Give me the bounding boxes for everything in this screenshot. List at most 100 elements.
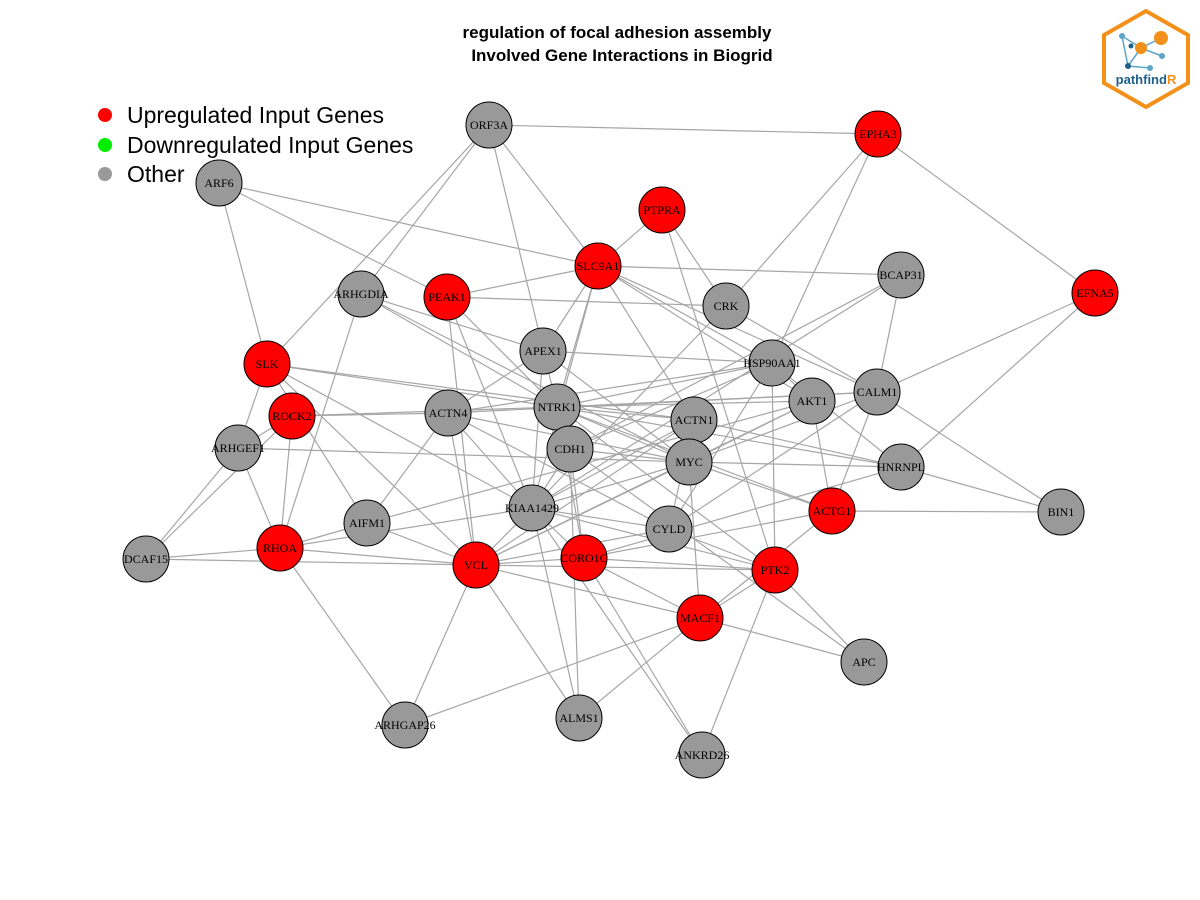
- edge-arhgdia-apex1: [360, 293, 544, 352]
- node-circle-apex1: [519, 327, 567, 375]
- legend-dot-other: [98, 167, 112, 181]
- edge-myc-vcl: [475, 461, 690, 566]
- node-label-cyld: CYLD: [653, 522, 686, 536]
- node-label-ntrk1: NTRK1: [538, 400, 577, 414]
- edge-coro1c-ptk2: [583, 557, 776, 571]
- node-circle-bin1: [1037, 488, 1085, 536]
- edge-epha3-crk: [725, 133, 879, 307]
- edge-ntrk1-ptk2: [556, 406, 776, 571]
- node-label-coro1c: CORO1C: [560, 551, 607, 565]
- node-label-aifm1: AIFM1: [349, 516, 385, 530]
- node-vcl: VCL: [452, 541, 500, 589]
- edge-ankrd26-kiaa1429: [531, 507, 703, 756]
- node-ptpra: PTPRA: [638, 186, 686, 234]
- node-circle-slk: [243, 340, 291, 388]
- node-circle-cdh1: [546, 425, 594, 473]
- node-label-actn4: ACTN4: [429, 406, 468, 420]
- node-label-ankrd26: ANKRD26: [675, 748, 730, 762]
- edge-apex1-kiaa1429: [531, 350, 544, 509]
- node-circle-bcap31: [877, 251, 925, 299]
- edge-slc9a1-calm1: [597, 265, 878, 393]
- edge-calm1-bin1: [876, 391, 1062, 513]
- node-circle-akt1: [788, 377, 836, 425]
- node-circle-hnrnpl: [877, 443, 925, 491]
- edge-hnrnpl-coro1c: [583, 466, 902, 559]
- node-circle-crk: [702, 282, 750, 330]
- node-circle-rock2: [268, 392, 316, 440]
- edge-slk-actn1: [266, 363, 695, 421]
- node-circle-arhgdia: [337, 270, 385, 318]
- node-circle-coro1c: [560, 534, 608, 582]
- node-macf1: MACF1: [676, 594, 724, 642]
- node-circle-slc9a1: [574, 242, 622, 290]
- node-label-rock2: ROCK2: [272, 409, 311, 423]
- node-circle-vcl: [452, 541, 500, 589]
- node-alms1: ALMS1: [555, 694, 603, 742]
- edge-peak1-kiaa1429: [446, 296, 533, 509]
- node-label-arhgdia: ARHGDIA: [333, 287, 389, 301]
- node-circle-actn4: [424, 389, 472, 437]
- node-label-macf1: MACF1: [680, 611, 720, 625]
- node-label-vcl: VCL: [464, 558, 488, 572]
- node-label-calm1: CALM1: [857, 385, 898, 399]
- node-label-alms1: ALMS1: [559, 711, 598, 725]
- edge-arhgdia-myc: [360, 293, 690, 463]
- node-label-akt1: AKT1: [797, 394, 828, 408]
- node-peak1: PEAK1: [423, 273, 471, 321]
- edge-hsp90aa1-ntrk1: [556, 362, 773, 408]
- edge-actn1-hnrnpl: [693, 419, 902, 468]
- node-dcaf15: DCAF15: [122, 535, 170, 583]
- node-circle-epha3: [854, 110, 902, 158]
- edge-arhgef1-dcaf15: [145, 447, 239, 560]
- node-circle-arhgef1: [214, 424, 262, 472]
- node-circle-rhoa: [256, 524, 304, 572]
- legend-label-downregulated: Downregulated Input Genes: [127, 132, 413, 158]
- node-circle-peak1: [423, 273, 471, 321]
- edge-slc9a1-hsp90aa1: [597, 265, 773, 364]
- title-line-1: regulation of focal adhesion assembly: [463, 23, 772, 42]
- node-circle-arf6: [195, 159, 243, 207]
- edge-vcl-macf1: [475, 564, 701, 619]
- edge-myc-macf1: [688, 461, 701, 619]
- node-arhgdia: ARHGDIA: [333, 270, 389, 318]
- node-hsp90aa1: HSP90AA1: [743, 339, 801, 387]
- legend-label-upregulated: Upregulated Input Genes: [127, 102, 384, 128]
- edge-apex1-hsp90aa1: [542, 350, 773, 364]
- node-label-actn1: ACTN1: [675, 413, 714, 427]
- node-circle-myc: [665, 438, 713, 486]
- edge-arf6-slk: [218, 182, 268, 365]
- node-circle-orf3a: [465, 101, 513, 149]
- node-label-hnrnpl: HNRNPL: [877, 460, 925, 474]
- node-circle-dcaf15: [122, 535, 170, 583]
- edge-coro1c-ankrd26: [583, 557, 703, 756]
- node-circle-efna5: [1071, 269, 1119, 317]
- edge-crk-calm1: [725, 305, 878, 393]
- edge-ptk2-ankrd26: [701, 569, 776, 756]
- node-apex1: APEX1: [519, 327, 567, 375]
- node-label-crk: CRK: [714, 299, 739, 313]
- title-line-2: Involved Gene Interactions in Biogrid: [471, 46, 772, 65]
- node-circle-calm1: [853, 368, 901, 416]
- node-apc: APC: [840, 638, 888, 686]
- edge-myc-kiaa1429: [531, 461, 690, 509]
- node-cyld: CYLD: [645, 505, 693, 553]
- node-cdh1: CDH1: [546, 425, 594, 473]
- edge-bcap31-cdh1: [569, 274, 902, 450]
- node-akt1: AKT1: [788, 377, 836, 425]
- edge-bcap31-kiaa1429: [531, 274, 902, 509]
- legend-label-other: Other: [127, 161, 185, 187]
- node-circle-kiaa1429: [508, 484, 556, 532]
- node-ntrk1: NTRK1: [533, 383, 581, 431]
- edge-arhgef1-myc: [237, 447, 690, 463]
- legend: Upregulated Input Genes Downregulated In…: [98, 102, 413, 187]
- edge-vcl-arhgap26: [404, 564, 477, 726]
- node-bcap31: BCAP31: [877, 251, 925, 299]
- edge-rhoa-arhgap26: [279, 547, 406, 726]
- legend-dot-upregulated: [98, 108, 112, 122]
- edge-calm1-cyld: [668, 391, 878, 530]
- node-arf6: ARF6: [195, 159, 243, 207]
- node-circle-hsp90aa1: [748, 339, 796, 387]
- node-label-efna5: EFNA5: [1076, 286, 1113, 300]
